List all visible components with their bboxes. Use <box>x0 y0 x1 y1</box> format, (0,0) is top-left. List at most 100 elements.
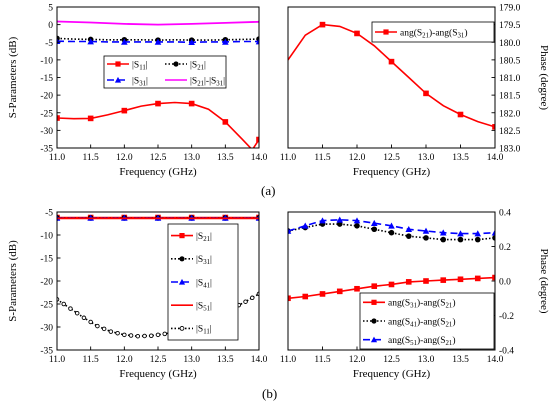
data-point <box>439 229 447 236</box>
data-point <box>423 278 429 284</box>
data-point <box>353 217 361 224</box>
legend-text-part: 21 <box>203 236 210 243</box>
legend-text-part: 11 <box>203 328 210 335</box>
x-tick-label: 11.5 <box>83 153 100 163</box>
x-tick-label: 14.0 <box>251 153 268 163</box>
legend-text-part: | <box>146 60 148 70</box>
legend-swatch-marker <box>371 318 377 324</box>
series-ang-S21-ang-S31- <box>288 21 495 130</box>
legend-text-part: ang(S <box>388 298 410 309</box>
y-axis-label: Phase (degree) <box>538 45 550 110</box>
data-point <box>370 219 378 227</box>
legend-text-part: 41 <box>410 321 417 328</box>
legend-text-part: ) <box>464 27 467 38</box>
data-point <box>121 107 128 114</box>
data-point <box>354 30 360 37</box>
data-point <box>354 285 360 292</box>
data-point <box>319 217 326 224</box>
legend-text-part: ) <box>452 298 455 309</box>
x-tick-label: 13.5 <box>452 153 469 163</box>
legend: |S21||S31||S41||S51||S11| <box>167 223 239 341</box>
y-tick-label: -10 <box>40 56 53 66</box>
y-tick-label: -25 <box>40 109 53 119</box>
legend-text-part: 31 <box>203 259 210 266</box>
legend-text-part: 51 <box>410 340 417 347</box>
data-point <box>74 310 80 316</box>
legend-swatch-marker <box>178 278 186 285</box>
data-point <box>422 227 430 234</box>
legend-swatch-marker <box>383 29 389 35</box>
data-point <box>371 226 378 233</box>
data-point <box>222 38 229 45</box>
y-tick-label: -20 <box>40 278 53 288</box>
data-point <box>95 323 100 329</box>
legend-text-part: | <box>204 60 206 70</box>
y-tick-label: -15 <box>40 255 53 265</box>
x-axis-label: Frequency (GHz) <box>119 368 197 380</box>
data-point <box>301 222 309 229</box>
y-tick-label: 0.0 <box>499 278 511 288</box>
y-tick-label: -30 <box>40 324 53 334</box>
legend-text-part: 11 <box>139 64 146 71</box>
x-tick-label: 13.5 <box>452 355 469 365</box>
legend-label: ang(S51)-ang(S21) <box>388 335 456 347</box>
x-tick-label: 13.5 <box>217 153 234 163</box>
data-point <box>354 223 360 229</box>
legend-box <box>103 55 227 89</box>
data-point <box>255 38 259 45</box>
legend-label: |S21|-|S31| <box>190 76 225 87</box>
data-point <box>492 274 495 281</box>
legend-text-part: 31 <box>410 302 417 309</box>
data-point <box>440 236 447 243</box>
y-tick-label: 179.5 <box>499 21 521 31</box>
data-point <box>243 299 248 304</box>
legend-label: |S11| <box>132 60 148 71</box>
data-point <box>115 330 120 336</box>
data-point <box>302 293 309 300</box>
legend-text-part: ) <box>452 335 455 346</box>
legend-text-part: |S <box>132 60 139 70</box>
legend-text-part: | <box>210 325 212 335</box>
legend-text-part: 41 <box>203 282 210 289</box>
data-point <box>474 275 481 282</box>
x-tick-label: 13.0 <box>183 153 200 163</box>
data-point <box>222 119 229 125</box>
caption-b: (b) <box>262 386 278 401</box>
legend-text-part: |S <box>132 76 139 86</box>
legend-text-part: | <box>210 232 212 242</box>
data-point <box>492 235 495 241</box>
chart-a-right: 11.0 11.5 12.0 12.5 13.0 13.5 14.0 179.0 179.5 18… <box>280 4 550 179</box>
y-tick-label: 182.0 <box>499 109 521 119</box>
legend-text-part: | <box>210 302 212 312</box>
data-point <box>68 306 73 311</box>
legend-swatch-marker <box>179 233 185 239</box>
data-point <box>388 222 395 229</box>
data-point <box>87 115 94 122</box>
data-point <box>162 331 167 337</box>
y-tick-label: -0.2 <box>499 312 514 322</box>
y-axis-label: S-Parameters (dB) <box>7 240 19 322</box>
x-tick-label: 11.0 <box>280 355 297 365</box>
legend-label: ang(S21)-ang(S31) <box>400 27 468 39</box>
data-point <box>457 276 464 283</box>
data-point <box>154 38 162 45</box>
data-point <box>88 319 93 325</box>
legend-text-part: |S <box>196 325 203 335</box>
data-point <box>188 100 195 107</box>
y-tick-label: -10 <box>40 232 53 242</box>
data-point <box>288 295 291 302</box>
data-point <box>250 295 255 301</box>
x-tick-label: 13.5 <box>217 355 234 365</box>
x-tick-label: 12.0 <box>116 153 133 163</box>
data-point <box>405 233 412 239</box>
y-tick-label: -0.4 <box>499 347 514 357</box>
x-tick-label: 11.5 <box>314 153 331 163</box>
legend-text-part: ang(S <box>400 27 422 38</box>
y-tick-label: -35 <box>40 145 53 155</box>
x-tick-label: 11.0 <box>49 355 66 365</box>
y-tick-label: 181.5 <box>499 92 521 102</box>
data-point <box>135 333 141 339</box>
legend-text-part: |S <box>196 302 203 312</box>
y-tick-label: 0.4 <box>499 209 511 219</box>
y-axis-label: S-Parameters (dB) <box>7 36 19 118</box>
